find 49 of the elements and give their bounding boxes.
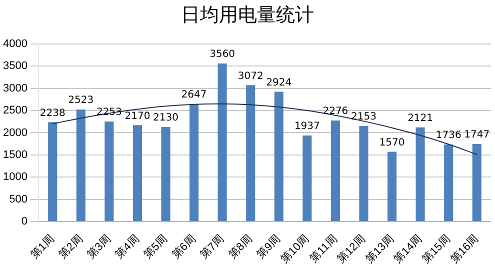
x-tick-label: 第8周 — [226, 232, 255, 262]
data-label: 2130 — [153, 112, 178, 124]
bar — [218, 64, 227, 221]
data-label: 2153 — [351, 112, 376, 123]
x-tick-label: 第2周 — [56, 232, 86, 262]
y-tick-label: 500 — [9, 193, 28, 206]
data-label: 2121 — [408, 112, 434, 124]
y-tick-label: 3000 — [2, 82, 28, 94]
x-tick-label: 第6周 — [170, 232, 198, 262]
data-label: 1736 — [436, 130, 462, 142]
bar — [132, 125, 142, 221]
bar — [359, 126, 368, 221]
chart-title: 日均用电量统计 — [180, 3, 315, 28]
data-label: 2276 — [322, 106, 348, 118]
y-tick-label: 1500 — [2, 148, 28, 161]
bar — [330, 120, 340, 221]
y-tick-label: 1000 — [2, 171, 28, 184]
bar — [444, 144, 454, 221]
x-tick-label: 第4周 — [113, 232, 142, 262]
bar — [48, 122, 58, 221]
bar — [472, 144, 482, 221]
data-label: 2238 — [40, 108, 66, 119]
data-label: 3560 — [210, 49, 236, 60]
x-tick-label: 第1周 — [28, 232, 57, 262]
y-tick-label: 0 — [21, 215, 28, 228]
y-tick-label: 2000 — [2, 126, 28, 139]
bar — [416, 127, 425, 221]
bar — [387, 152, 397, 221]
x-tick-label: 第5周 — [142, 232, 170, 262]
bar — [76, 110, 86, 221]
bar — [274, 92, 284, 221]
y-tick-label: 2500 — [2, 104, 28, 117]
data-label: 3072 — [238, 70, 264, 82]
data-label: 2647 — [181, 90, 207, 101]
bar — [104, 122, 114, 221]
x-tick-label: 第3周 — [85, 232, 114, 262]
data-label: 2523 — [68, 95, 94, 106]
data-label: 1937 — [294, 121, 320, 132]
bar — [190, 104, 199, 221]
y-tick-label: 4000 — [2, 38, 28, 50]
data-label: 1570 — [379, 137, 405, 148]
bar — [246, 85, 256, 221]
data-label: 1747 — [464, 130, 490, 141]
bar — [302, 136, 312, 221]
x-tick-label: 第7周 — [198, 232, 227, 262]
data-label: 2170 — [124, 110, 150, 122]
y-tick-label: 3500 — [2, 60, 28, 72]
data-label: 2924 — [266, 77, 292, 88]
bar — [161, 126, 170, 221]
